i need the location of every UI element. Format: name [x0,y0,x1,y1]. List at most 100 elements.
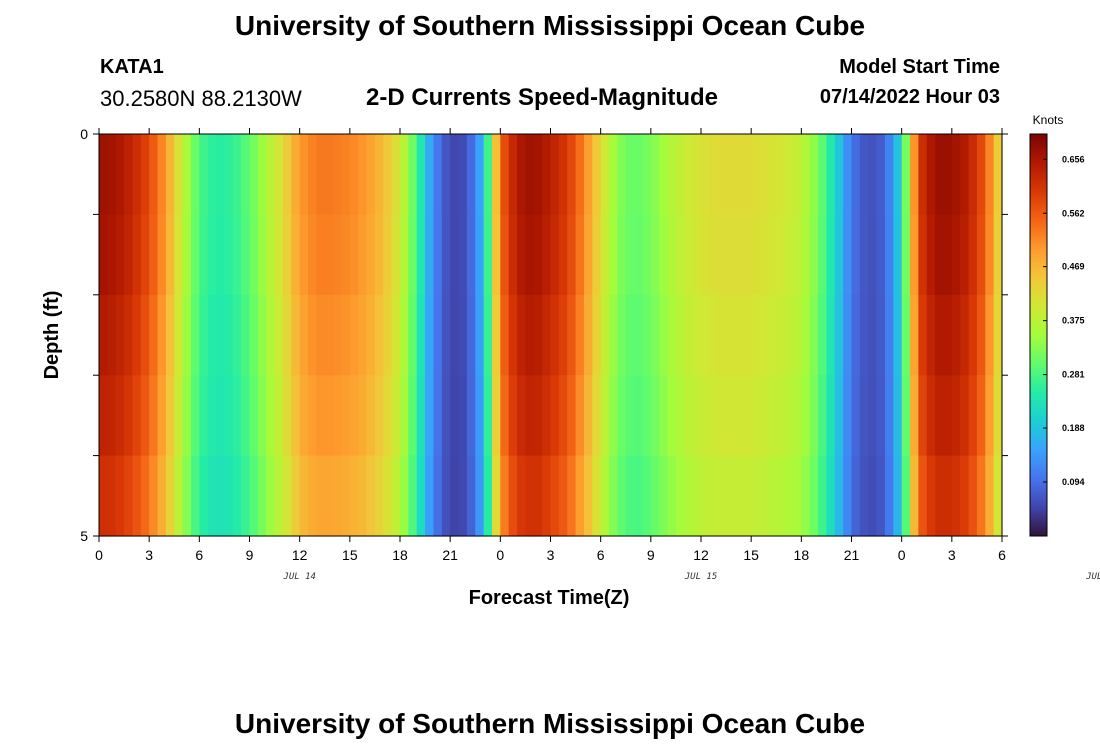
heatmap-cell [767,134,777,215]
heatmap-cell [533,455,543,537]
heatmap-cell [868,214,878,296]
heatmap-cell [634,455,644,537]
heatmap-cell [767,375,777,457]
colorbar-tick-label: 0.656 [1062,154,1085,164]
heatmap-cell [968,134,978,215]
heatmap-cell [458,134,468,215]
heatmap-cell [609,455,618,537]
heatmap-cell [466,375,476,457]
heatmap-cell [884,294,894,376]
x-tick-label: 15 [342,547,358,563]
heatmap-cell [558,375,568,457]
heatmap-cell [249,375,259,457]
heatmap-cell [299,134,309,215]
colorbar-gradient [1029,133,1048,537]
heatmap-cell [324,455,334,537]
heatmap-cell [709,455,719,537]
heatmap-cell [859,134,869,215]
heatmap-cell [107,214,117,296]
heatmap-cell [701,214,710,296]
heatmap-cell [659,134,669,215]
heatmap-cell [483,134,493,215]
heatmap-cell [675,294,685,376]
heatmap-cell [458,214,468,296]
heatmap-cell [910,294,919,376]
heatmap-cell [525,455,535,537]
heatmap-cell [625,294,635,376]
heatmap-cell [583,375,593,457]
heatmap-cell [241,375,251,457]
heatmap-cell [709,294,719,376]
heatmap-cell [174,294,184,376]
heatmap-cell [542,375,552,457]
x-tick-label: 9 [246,547,254,563]
heatmap-cell [358,214,368,296]
heatmap-cell [592,375,602,457]
heatmap-cell [751,134,761,215]
heatmap-cell [542,455,552,537]
heatmap-cell [868,455,878,537]
y-tick-label: 5 [80,528,88,544]
model-start-label: Model Start Time [839,56,1000,78]
heatmap-cell [667,455,677,537]
heatmap-cell [274,455,284,537]
heatmap-cell [157,214,167,296]
colorbar-tick-label: 0.188 [1062,423,1085,433]
heatmap-cell [751,455,761,537]
heatmap-cell [659,294,669,376]
heatmap-cell [918,294,928,376]
heatmap-cell [483,455,493,537]
heatmap-cell [726,214,736,296]
heatmap-cell [149,375,159,457]
heatmap-cell [642,455,652,537]
x-tick-label: 6 [998,547,1006,563]
heatmap-cell [199,134,209,215]
heatmap-cell [140,375,150,457]
heatmap-cell [140,455,150,537]
heatmap-cell [508,455,518,537]
x-tick-label: 15 [743,547,759,563]
heatmap-cell [216,375,226,457]
heatmap-cell [190,134,200,215]
heatmap-cell [968,455,978,537]
heatmap-cell [190,375,200,457]
heatmap-cell [684,455,694,537]
heatmap-cell [709,214,719,296]
heatmap-cell [525,375,535,457]
heatmap-cell [341,134,351,215]
heatmap-cell [517,375,527,457]
heatmap-cell [266,214,276,296]
heatmap-cell [500,375,510,457]
heatmap-cell [701,294,710,376]
heatmap-cell [517,294,527,376]
heatmap-cell [976,375,986,457]
heatmap-cell [910,455,919,537]
heatmap-cell [400,375,409,457]
heatmap-cell [324,134,334,215]
heatmap-cell [266,455,276,537]
heatmap-cell [475,134,485,215]
heatmap-cell [408,214,418,296]
heatmap-cell [575,134,585,215]
heatmap-cell [926,294,936,376]
heatmap-cell [876,294,886,376]
heatmap-cell [684,214,694,296]
heatmap-cell [425,214,435,296]
heatmap-cell [349,455,359,537]
heatmap-cell [960,455,970,537]
heatmap-cell [266,375,276,457]
heatmap-cell [968,214,978,296]
heatmap-cell [533,294,543,376]
heatmap-cell [851,375,861,457]
heatmap-cell [684,375,694,457]
heatmap-cell [199,214,209,296]
heatmap-cell [659,455,669,537]
x-tick-label: 6 [195,547,203,563]
heatmap-cell [358,294,368,376]
heatmap-cell [366,375,376,457]
heatmap-cell [425,134,435,215]
heatmap-cell [609,134,618,215]
heatmap-cell [801,375,811,457]
heatmap-cell [207,455,217,537]
heatmap-cell [466,134,476,215]
